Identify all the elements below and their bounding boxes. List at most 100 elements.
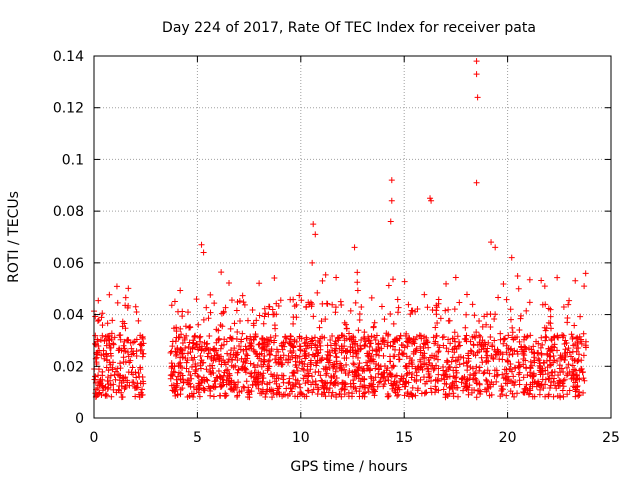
data-point [332, 350, 339, 357]
data-point [417, 376, 424, 383]
data-point [497, 330, 504, 337]
data-point [337, 298, 344, 305]
data-point [463, 332, 470, 339]
data-point [184, 357, 191, 364]
data-point [220, 308, 227, 315]
data-point [458, 379, 465, 386]
data-point [248, 373, 255, 380]
data-point [267, 334, 274, 341]
data-point [187, 323, 194, 330]
data-point [246, 391, 253, 398]
data-point [574, 334, 581, 341]
data-point [351, 369, 358, 376]
data-point [473, 329, 480, 336]
data-point [239, 292, 246, 299]
data-point [132, 303, 139, 310]
data-point [185, 343, 192, 350]
data-point [324, 356, 331, 363]
data-point [473, 179, 480, 186]
data-point [240, 383, 247, 390]
data-point [277, 297, 284, 304]
data-point [317, 346, 324, 353]
data-point [465, 391, 472, 398]
data-point [293, 301, 300, 308]
data-point [331, 379, 338, 386]
data-point [197, 333, 204, 340]
data-point [495, 294, 502, 301]
data-point [286, 340, 293, 347]
data-point [421, 390, 428, 397]
data-point [239, 330, 246, 337]
data-point [237, 317, 244, 324]
data-point [327, 336, 334, 343]
data-point [196, 334, 203, 341]
data-point [407, 311, 414, 318]
data-point [572, 388, 579, 395]
data-point [246, 339, 253, 346]
data-point [211, 300, 218, 307]
data-point [378, 303, 385, 310]
data-point [242, 359, 249, 366]
data-point [191, 333, 198, 340]
data-point [445, 336, 452, 343]
data-point [470, 341, 477, 348]
data-point [368, 294, 375, 301]
data-point [312, 369, 319, 376]
data-point [99, 310, 106, 317]
data-point [545, 305, 552, 312]
data-point [440, 386, 447, 393]
data-point [308, 335, 315, 342]
data-point [361, 329, 368, 336]
data-point [105, 367, 112, 374]
data-point [196, 393, 203, 400]
data-point [179, 364, 186, 371]
data-point [102, 333, 109, 340]
data-point [360, 366, 367, 373]
data-point [476, 341, 483, 348]
data-point [92, 332, 99, 339]
data-point [445, 348, 452, 355]
data-point [516, 381, 523, 388]
data-point [268, 371, 275, 378]
data-point [339, 381, 346, 388]
data-point [502, 335, 509, 342]
data-point [379, 338, 386, 345]
y-tick-label: 0.14 [53, 49, 84, 65]
data-point [538, 334, 545, 341]
data-point [398, 350, 405, 357]
data-point [206, 385, 213, 392]
data-point [573, 335, 580, 342]
data-point [316, 324, 323, 331]
data-point [390, 362, 397, 369]
data-point [510, 373, 517, 380]
data-point [479, 359, 486, 366]
data-point [240, 347, 247, 354]
data-point [187, 349, 194, 356]
data-point [550, 352, 557, 359]
data-point [516, 369, 523, 376]
data-point [225, 379, 232, 386]
data-point [343, 355, 350, 362]
data-point [500, 340, 507, 347]
data-point [476, 367, 483, 374]
y-tick-label: 0.02 [53, 359, 84, 375]
data-point [331, 347, 338, 354]
data-point [409, 363, 416, 370]
data-point [170, 368, 177, 375]
data-point [527, 364, 534, 371]
data-point [332, 309, 339, 316]
data-point [530, 373, 537, 380]
data-point [212, 383, 219, 390]
data-point [220, 372, 227, 379]
data-point [479, 323, 486, 330]
data-point [104, 320, 111, 327]
data-point [173, 376, 180, 383]
data-point [273, 311, 280, 318]
data-point [115, 386, 122, 393]
data-point [198, 379, 205, 386]
data-point [425, 344, 432, 351]
data-point [124, 349, 131, 356]
data-point [303, 304, 310, 311]
data-point [318, 318, 325, 325]
data-point [346, 330, 353, 337]
